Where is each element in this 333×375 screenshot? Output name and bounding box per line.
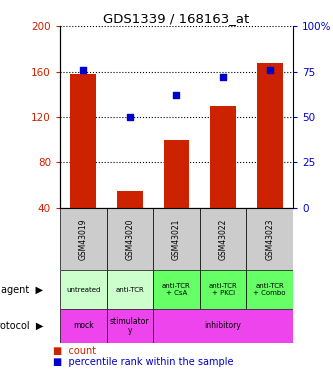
Bar [210, 106, 236, 208]
Bar [164, 140, 189, 208]
Text: mock: mock [73, 321, 94, 330]
Text: anti-TCR
+ CsA: anti-TCR + CsA [162, 283, 191, 296]
Bar [117, 191, 143, 208]
Point [81, 67, 86, 73]
Bar [60, 309, 107, 343]
Bar [257, 63, 282, 208]
Bar [246, 208, 293, 270]
Text: GSM43021: GSM43021 [172, 218, 181, 259]
Bar [153, 208, 200, 270]
Bar [153, 309, 293, 343]
Bar [60, 270, 107, 309]
Point [174, 92, 179, 98]
Text: agent  ▶: agent ▶ [1, 285, 43, 294]
Text: GSM43020: GSM43020 [125, 218, 135, 260]
Bar [200, 270, 246, 309]
Text: GSM43023: GSM43023 [265, 218, 274, 260]
Text: anti-TCR
+ PKCi: anti-TCR + PKCi [209, 283, 237, 296]
Bar [107, 208, 153, 270]
Bar [246, 270, 293, 309]
Bar [107, 270, 153, 309]
Text: GSM43019: GSM43019 [79, 218, 88, 260]
Point [127, 114, 133, 120]
Text: ■  percentile rank within the sample: ■ percentile rank within the sample [53, 357, 234, 368]
Text: inhibitory: inhibitory [205, 321, 241, 330]
Text: ■  count: ■ count [53, 346, 97, 357]
Bar [107, 309, 153, 343]
Text: GSM43022: GSM43022 [218, 218, 228, 259]
Text: anti-TCR: anti-TCR [116, 286, 144, 292]
Text: stimulator
y: stimulator y [110, 316, 150, 335]
Point [267, 67, 272, 73]
Text: untreated: untreated [66, 286, 101, 292]
Bar [200, 208, 246, 270]
Bar [71, 74, 96, 208]
Title: GDS1339 / 168163_at: GDS1339 / 168163_at [103, 12, 250, 25]
Bar [153, 270, 200, 309]
Bar [60, 208, 107, 270]
Text: protocol  ▶: protocol ▶ [0, 321, 43, 331]
Text: anti-TCR
+ Combo: anti-TCR + Combo [253, 283, 286, 296]
Point [220, 74, 226, 80]
